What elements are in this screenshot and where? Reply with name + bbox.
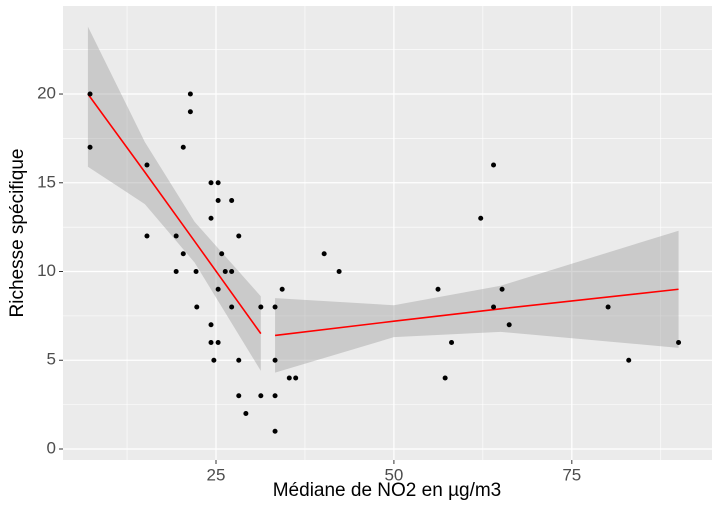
y-tick-label: 10 xyxy=(37,261,56,280)
point xyxy=(243,410,249,416)
point xyxy=(499,286,505,292)
point xyxy=(173,269,179,275)
point xyxy=(87,91,93,97)
point xyxy=(180,144,186,150)
point xyxy=(208,340,214,346)
point xyxy=(272,304,278,310)
point xyxy=(236,393,242,399)
point xyxy=(442,375,448,381)
point xyxy=(215,340,221,346)
point xyxy=(222,269,228,275)
point xyxy=(449,340,455,346)
fit-line xyxy=(274,288,679,337)
point xyxy=(236,233,242,239)
point xyxy=(144,233,150,239)
point xyxy=(187,91,193,97)
point xyxy=(229,269,235,275)
y-tick-label: 15 xyxy=(37,172,56,191)
panel xyxy=(63,6,712,460)
point xyxy=(187,109,193,115)
x-tick-label: 50 xyxy=(384,465,403,484)
point xyxy=(208,215,214,221)
point xyxy=(478,215,484,221)
point xyxy=(229,198,235,204)
point xyxy=(491,162,497,168)
fit-line xyxy=(87,93,262,335)
point xyxy=(435,286,441,292)
point xyxy=(211,357,217,363)
point xyxy=(336,269,342,275)
point xyxy=(193,269,199,275)
point xyxy=(173,233,179,239)
point xyxy=(293,375,299,381)
point xyxy=(208,322,214,328)
y-tick-label: 0 xyxy=(47,438,56,457)
point xyxy=(272,428,278,434)
point xyxy=(219,251,225,257)
point xyxy=(229,304,235,310)
x-axis-title: Médiane de NO2 en µg/m3 xyxy=(273,480,502,501)
y-axis-title: Richesse spécifique xyxy=(7,149,28,318)
x-tick-label: 25 xyxy=(207,465,226,484)
point xyxy=(321,251,327,257)
point xyxy=(236,357,242,363)
point xyxy=(208,180,214,186)
point xyxy=(215,286,221,292)
point xyxy=(258,304,264,310)
point xyxy=(272,357,278,363)
confidence-band xyxy=(87,26,261,371)
point xyxy=(144,162,150,168)
point xyxy=(605,304,611,310)
y-tick-label: 5 xyxy=(47,350,56,369)
y-tick-label: 20 xyxy=(37,84,56,103)
point xyxy=(272,393,278,399)
point xyxy=(506,322,512,328)
point xyxy=(676,340,682,346)
point xyxy=(87,144,93,150)
point xyxy=(286,375,292,381)
confidence-band xyxy=(275,230,679,373)
point xyxy=(180,251,186,257)
point xyxy=(279,286,285,292)
point xyxy=(215,198,221,204)
point xyxy=(194,304,200,310)
point xyxy=(215,180,221,186)
point xyxy=(258,393,264,399)
x-tick-label: 75 xyxy=(562,465,581,484)
point xyxy=(491,304,497,310)
point xyxy=(626,357,632,363)
